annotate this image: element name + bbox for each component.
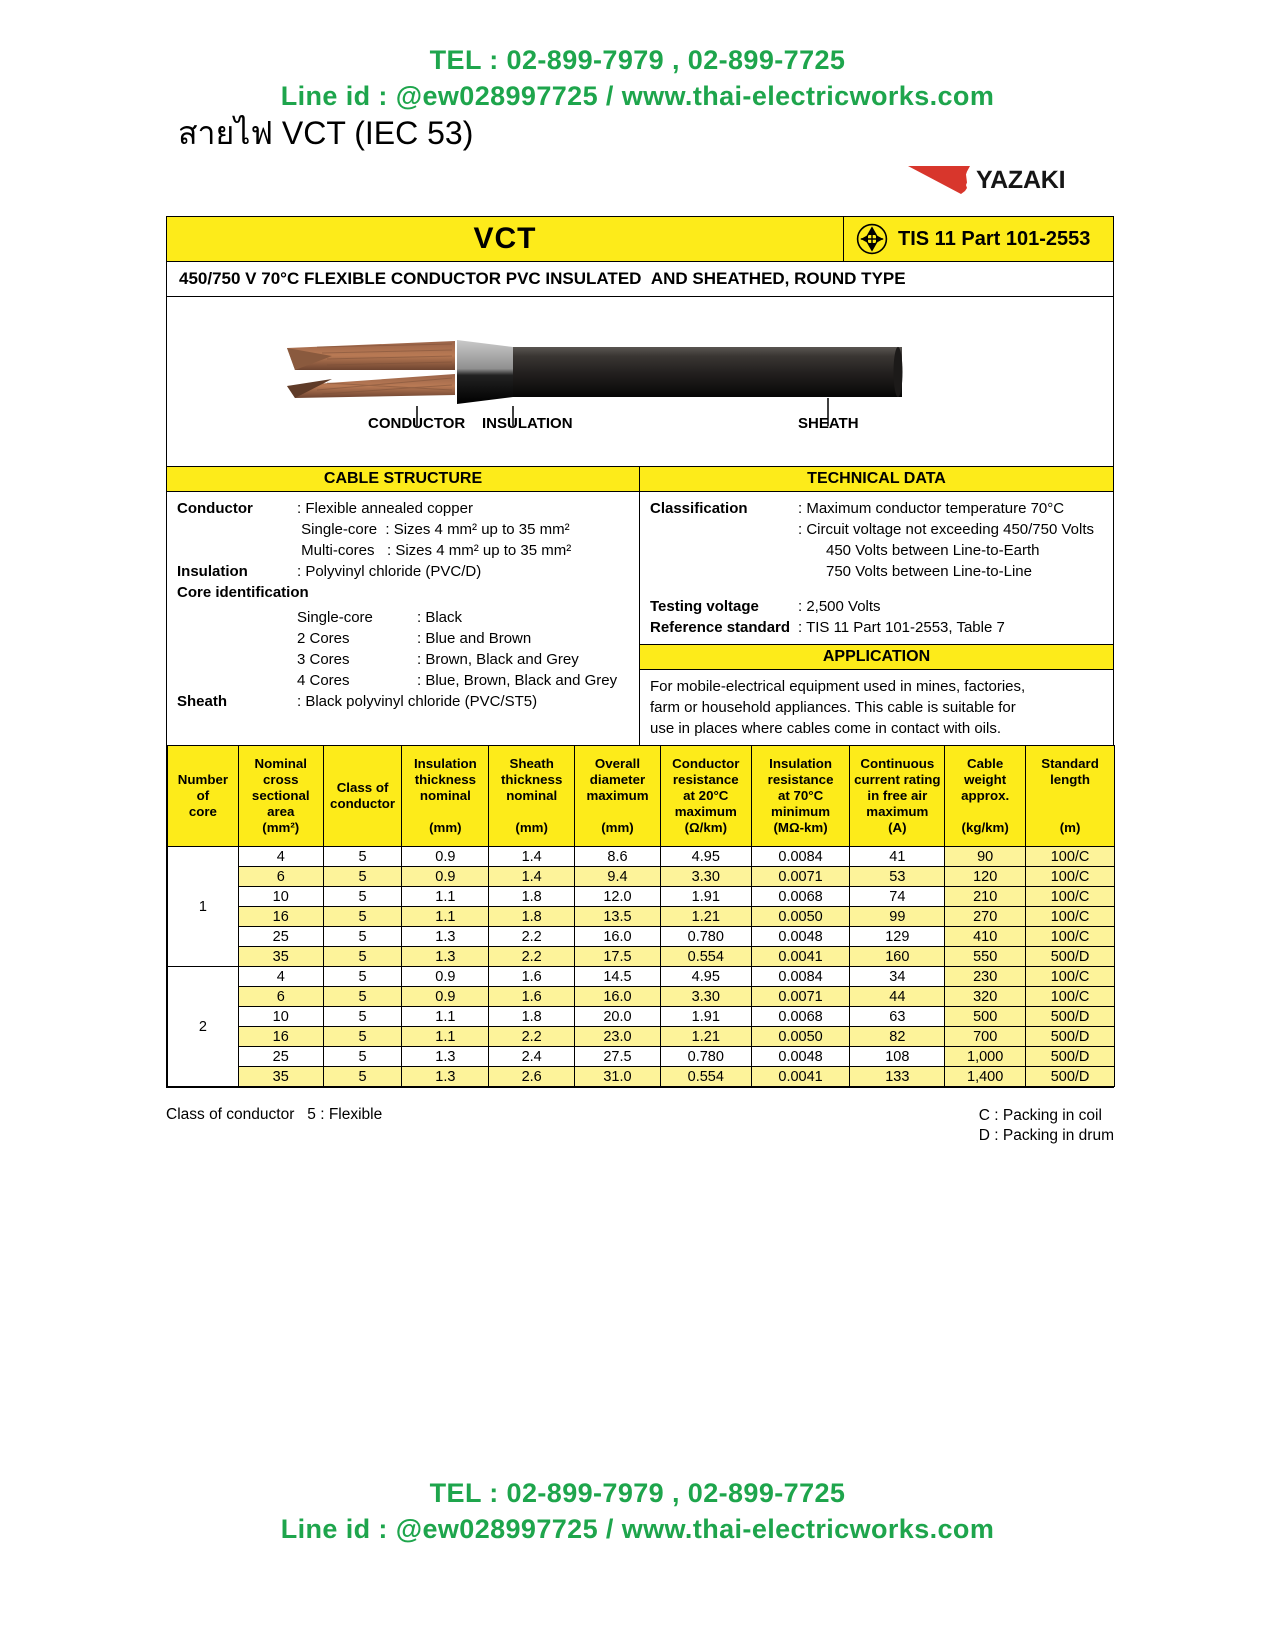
svg-text:YAZAKI: YAZAKI bbox=[976, 166, 1065, 194]
